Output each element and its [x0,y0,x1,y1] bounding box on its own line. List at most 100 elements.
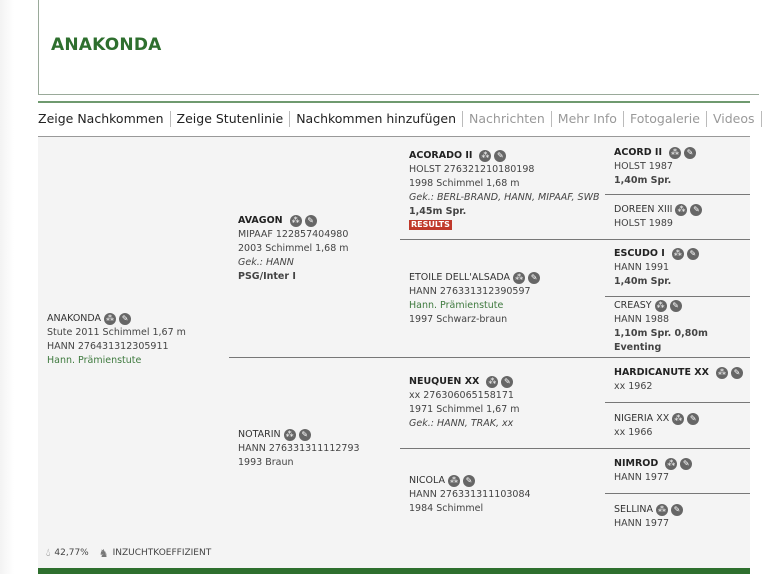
horse-info: HANN 1977 [614,518,670,529]
horse-name[interactable]: ANAKONDA [47,313,102,324]
pencil-icon[interactable]: ✎ [501,376,514,388]
horse-performance: 1,45m Spr. [409,206,467,217]
nav-videos[interactable]: Videos [707,111,762,127]
horse-info: HANN 1977 [614,472,670,483]
pencil-icon[interactable]: ✎ [680,458,693,470]
horse-info: 1984 Schimmel [409,502,484,514]
footer-bar [38,568,750,574]
nav-bar: Zeige Nachkommen Zeige Stutenlinie Nachk… [38,110,766,128]
pedigree-icon[interactable]: ⁂ [668,147,681,159]
pencil-icon[interactable]: ✎ [683,147,696,159]
horse-name[interactable]: ACORADO II [409,150,473,161]
horse-name[interactable]: DOREEN XIII [614,204,673,215]
pedigree-icon[interactable]: ⁂ [283,429,296,441]
horse-info: 1998 Schimmel 1,68 m [409,178,520,189]
horse-name[interactable]: NIMROD [614,458,659,469]
nav-nachrichten[interactable]: Nachrichten [463,111,552,127]
pedigree-ancestor: NIMROD ⁂ ✎ HANN 1977 [605,449,750,494]
results-badge[interactable]: RESULTS [409,220,452,230]
horse-name[interactable]: ETOILE DELL'ALSADA [409,271,511,283]
horse-name[interactable]: ACORD II [614,147,662,158]
pedigree-icon[interactable]: ⁂ [715,367,728,379]
pedigree-icon[interactable]: ⁂ [671,248,684,260]
horse-info: Stute 2011 Schimmel 1,67 m [47,327,186,338]
horse-id: HANN 276331311112793 [238,443,360,454]
nav-zeige-nachkommen[interactable]: Zeige Nachkommen [38,111,171,127]
pencil-icon[interactable]: ✎ [686,248,699,260]
pedigree-icon[interactable]: ⁂ [654,300,667,312]
horse-title: Hann. Prämienstute [47,355,142,366]
horse-approvals: Gek.: BERL-BRAND, HANN, MIPAAF, SWB [409,192,600,203]
pedigree-ancestor: CREASY ⁂ ✎ HANN 1988 1,10m Spr. 0,80m Eventi… [605,297,750,358]
nav-zeige-stutenlinie[interactable]: Zeige Stutenlinie [171,111,291,127]
horse-name[interactable]: NIGERIA XX [614,412,670,424]
pencil-icon[interactable]: ✎ [669,300,682,312]
pencil-icon[interactable]: ✎ [463,474,476,487]
nav-more[interactable]: 5 [762,111,766,127]
horse-name[interactable]: NEUQUEN XX [409,376,480,387]
pedigree-ancestor: ACORD II ⁂ ✎ HOLST 1987 1,40m Spr. [605,140,750,195]
pencil-icon[interactable]: ✎ [671,504,684,516]
pedigree-icon[interactable]: ⁂ [672,412,685,425]
divider [38,136,750,137]
pedigree-icon[interactable]: ⁂ [486,376,499,388]
pedigree-icon[interactable]: ⁂ [656,504,669,516]
horse-approvals: Gek.: HANN, TRAK, xx [409,418,514,429]
pencil-icon[interactable]: ✎ [494,150,507,162]
inbreeding-row: 💧︎ 42,77% ♞ INZUCHTKOEFFIZIENT [46,546,211,560]
horse-performance: 1,40m Spr. [614,175,672,186]
horse-id: HANN 276331311103084 [409,488,531,500]
pedigree-icon[interactable]: ⁂ [675,204,688,216]
inbreeding-label[interactable]: INZUCHTKOEFFIZIENT [112,548,212,558]
horse-info: xx 1966 [614,426,653,438]
pedigree-sire-sire: ACORADO II ⁂ ✎ HOLST 276321210180198 1998 … [400,140,605,240]
horse-performance: PSG/Inter I [238,270,296,282]
pedigree-ancestor: DOREEN XIII ⁂ ✎ HOLST 1989 [605,195,750,240]
nav-fotogalerie[interactable]: Fotogalerie [624,111,707,127]
horse-name[interactable]: NICOLA [409,474,446,486]
horse-name[interactable]: AVAGON [238,214,283,226]
pencil-icon[interactable]: ✎ [119,313,132,325]
horse-info: 1993 Braun [238,457,294,468]
pedigree-ancestor: SELLINA ⁂ ✎ HANN 1977 [605,494,750,540]
horse-name[interactable]: SELLINA [614,504,654,515]
horse-info: HANN 1988 [614,314,670,325]
pedigree-icon[interactable]: ⁂ [448,474,461,487]
pedigree-ancestor: ESCUDO I ⁂ ✎ HANN 1991 1,40m Spr. [605,240,750,297]
pedigree-ancestor: HARDICANUTE XX ⁂ ✎ xx 1962 [605,358,750,403]
pencil-icon[interactable]: ✎ [304,214,317,227]
horse-id: HOLST 276321210180198 [409,164,535,175]
horse-info: 1971 Schimmel 1,67 m [409,404,520,415]
horse-name[interactable]: HARDICANUTE XX [614,367,709,378]
pencil-icon[interactable]: ✎ [298,429,311,441]
horse-name[interactable]: CREASY [614,300,652,311]
horse-id: HANN 276431312305911 [47,341,169,352]
pedigree-icon[interactable]: ⁂ [665,458,678,470]
pedigree-ancestor: NIGERIA XX ⁂ ✎ xx 1966 [605,403,750,449]
horse-id: HANN 276331312390597 [409,285,531,297]
header-box: ANAKONDA [38,0,759,95]
nav-mehr-info[interactable]: Mehr Info [552,111,624,127]
horse-title: Hann. Prämienstute [409,299,504,311]
pedigree-dam-dam: NICOLA ⁂ ✎ HANN 276331311103084 1984 Schim… [400,449,605,540]
pedigree-icon[interactable]: ⁂ [479,150,492,162]
horse-info: 1997 Schwarz-braun [409,313,508,325]
horse-name[interactable]: NOTARIN [238,429,281,440]
horse-info: 2003 Schimmel 1,68 m [238,242,349,254]
pencil-icon[interactable]: ✎ [528,271,541,284]
pencil-icon[interactable]: ✎ [687,412,700,425]
page-title: ANAKONDA [51,35,162,55]
horse-name[interactable]: ESCUDO I [614,248,665,259]
pencil-icon[interactable]: ✎ [690,204,703,216]
pedigree-icon[interactable]: ⁂ [513,271,526,284]
horse-icon: ♞ [98,546,109,560]
inbreeding-value: 42,77% [54,548,89,558]
horse-info: HANN 1991 [614,262,670,273]
nav-nachkommen-hinzufuegen[interactable]: Nachkommen hinzufügen [290,111,464,127]
pedigree-table: ANAKONDA ⁂ ✎ Stute 2011 Schimmel 1,67 m HA… [38,137,750,568]
pencil-icon[interactable]: ✎ [730,367,743,379]
horse-id: MIPAAF 122857404980 [238,228,349,240]
pedigree-sire: AVAGON ⁂ ✎ MIPAAF 122857404980 2003 Schimm… [229,140,400,358]
pedigree-icon[interactable]: ⁂ [104,313,117,325]
pedigree-icon[interactable]: ⁂ [289,214,302,227]
